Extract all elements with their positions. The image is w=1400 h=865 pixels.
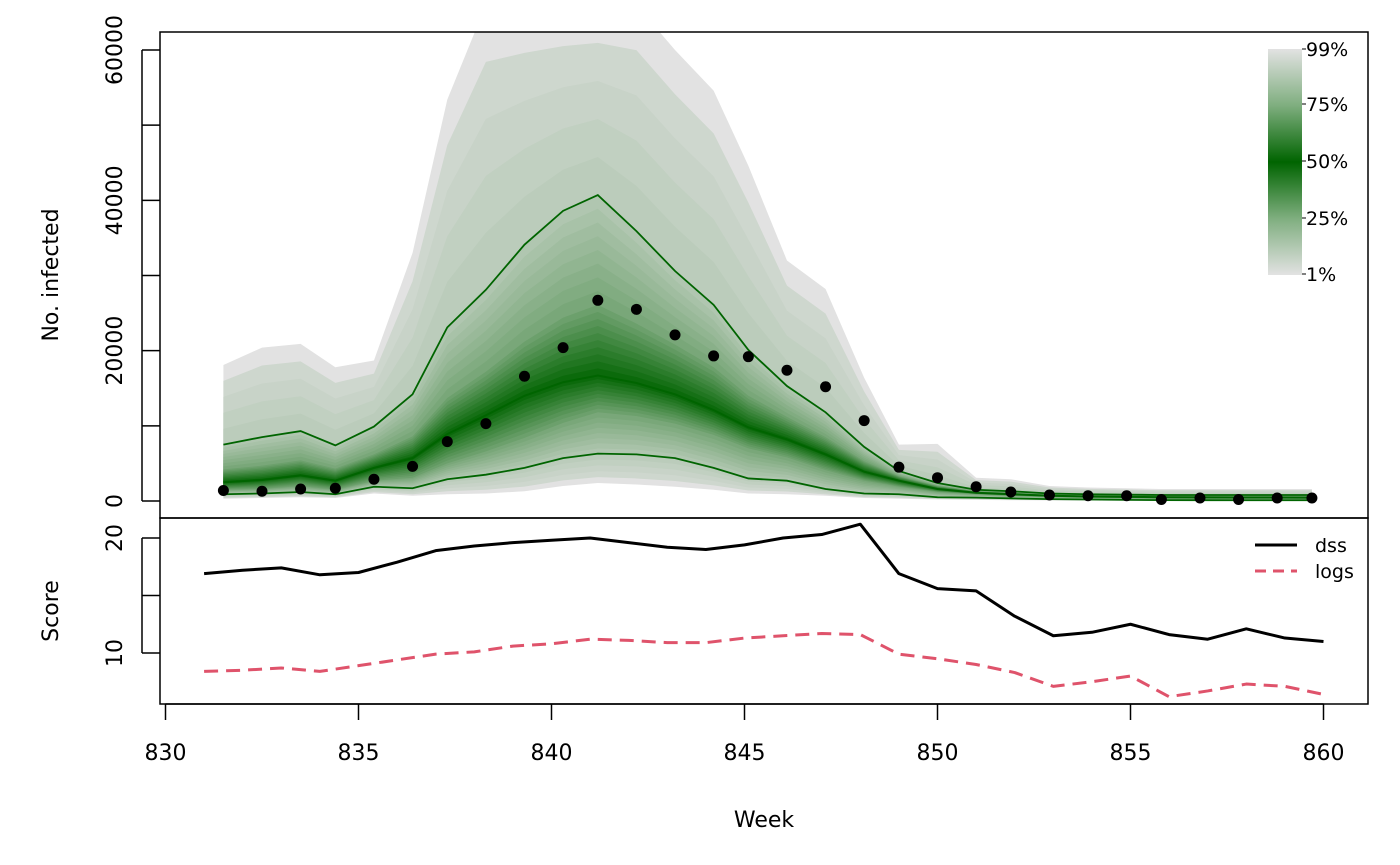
observed-point (781, 364, 793, 376)
observed-point (592, 294, 604, 306)
observed-point (1233, 493, 1245, 505)
top-y-tick-label: 60000 (103, 15, 128, 85)
bottom-y-axis: 10 20 (103, 524, 160, 667)
observed-point (932, 472, 943, 484)
fan-colorbar: 99% 75% 50% 25% 1% (1268, 39, 1348, 286)
observed-point (970, 481, 982, 493)
observed-point (407, 460, 419, 472)
legend-label-logs: logs (1315, 561, 1354, 583)
x-tick-label: 830 (145, 741, 187, 766)
colorbar-label: 99% (1306, 39, 1348, 61)
observed-point (217, 484, 229, 496)
score-lines (203, 522, 1324, 699)
score-line-dss (203, 522, 1324, 643)
observed-point (441, 436, 453, 448)
observed-point (1306, 492, 1318, 504)
top-y-axis: 0 20000 40000 60000 (103, 15, 160, 508)
quantile-lines (223, 194, 1312, 502)
observed-point (820, 381, 832, 393)
score-legend: dss logs (1255, 535, 1354, 583)
observed-point (256, 485, 268, 497)
colorbar-label: 50% (1306, 151, 1348, 173)
observed-point (1043, 489, 1055, 501)
bottom-y-tick-label: 20 (103, 524, 128, 552)
fan-band-21 (223, 361, 1312, 498)
observed-point (858, 415, 870, 427)
x-tick-label: 860 (1303, 741, 1345, 766)
observed-point (518, 370, 530, 382)
observed-point (557, 342, 569, 354)
lower-quantile-line (223, 452, 1312, 502)
upper-quantile-line (223, 194, 1312, 496)
fan-layer (223, 32, 1312, 501)
top-y-tick-label: 40000 (103, 165, 128, 235)
observed-point (669, 329, 681, 341)
x-tick-label: 840 (531, 741, 573, 766)
colorbar-label: 1% (1306, 264, 1336, 286)
median-line (223, 374, 1312, 499)
x-tick-label: 835 (338, 741, 380, 766)
observed-point (742, 351, 754, 363)
x-axis: 830 835 840 845 850 855 860 (145, 703, 1345, 766)
observed-point (295, 483, 307, 495)
x-axis-title: Week (734, 808, 795, 833)
x-tick-label: 850 (917, 741, 959, 766)
top-y-tick-label: 0 (103, 494, 128, 508)
observed-point (1121, 490, 1133, 502)
fan-band-19 (223, 347, 1312, 499)
observed-point (708, 350, 720, 362)
observed-point (1082, 490, 1094, 502)
fan-band-20 (223, 354, 1312, 498)
observed-point (1271, 492, 1283, 504)
top-y-tick-label: 20000 (103, 316, 128, 386)
colorbar-label: 25% (1306, 208, 1348, 230)
colorbar-label: 75% (1306, 94, 1348, 116)
score-line-logs (204, 631, 1324, 699)
observed-point (329, 482, 341, 494)
bottom-y-tick-label: 10 (103, 639, 128, 667)
x-tick-label: 845 (724, 741, 766, 766)
bottom-panel-frame (159, 517, 1369, 705)
colorbar-labels: 99% 75% 50% 25% 1% (1302, 39, 1348, 286)
top-y-axis-title: No. infected (39, 208, 64, 341)
observed-point (368, 473, 380, 485)
observed-points (217, 294, 1318, 505)
observed-point (1155, 493, 1167, 505)
observed-point (480, 418, 492, 430)
observed-point (630, 303, 642, 315)
observed-point (1005, 486, 1017, 498)
observed-point (893, 461, 905, 473)
bottom-y-axis-title: Score (39, 580, 64, 642)
observed-point (1194, 492, 1206, 504)
x-tick-label: 855 (1110, 741, 1152, 766)
legend-label-dss: dss (1315, 535, 1347, 557)
colorbar-gradient (1268, 49, 1302, 275)
